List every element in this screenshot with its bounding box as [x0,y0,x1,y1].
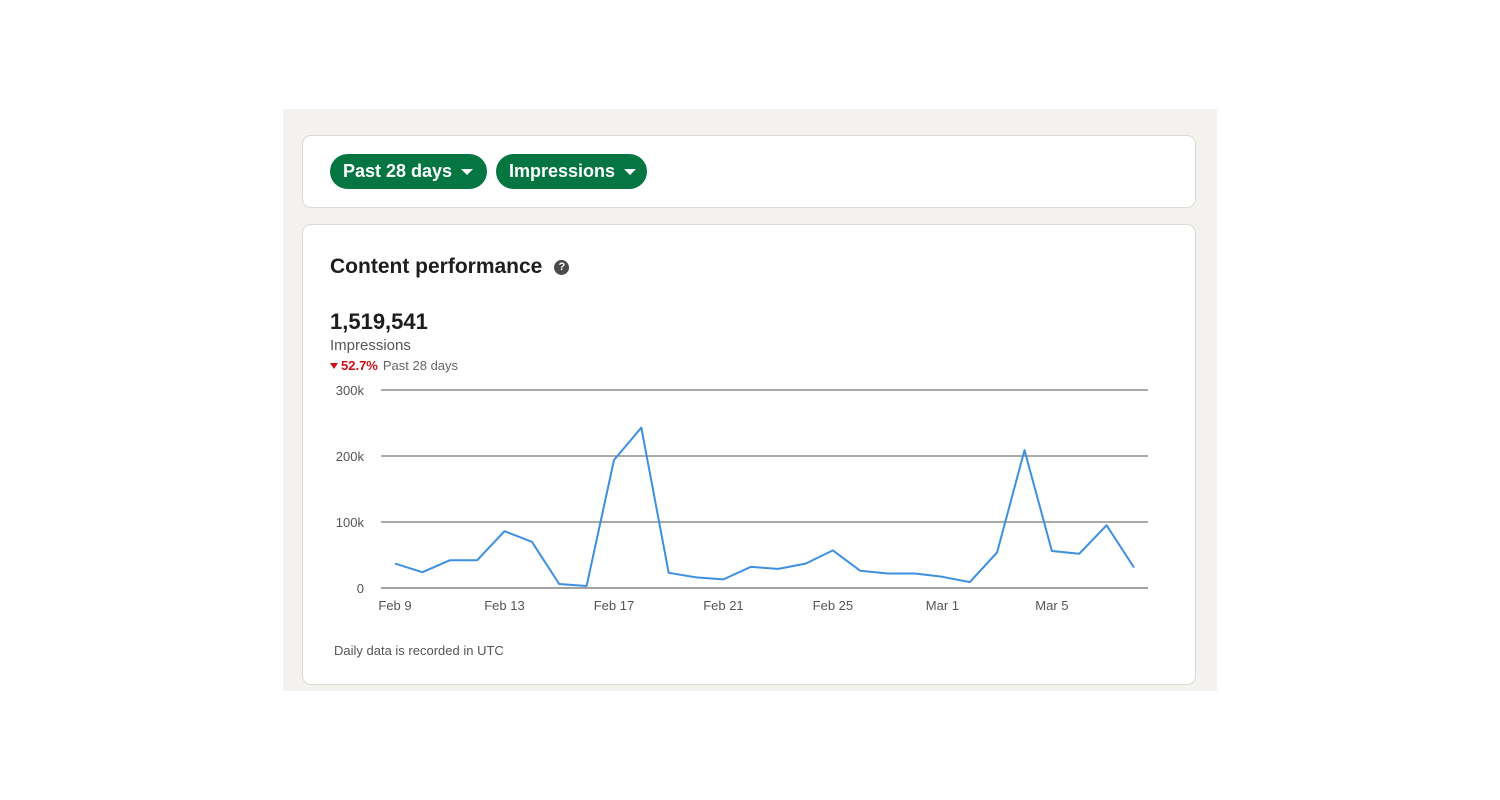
x-tick-label: Feb 9 [378,598,411,613]
metric-dropdown-label: Impressions [509,161,616,181]
analytics-panel: Past 28 days Impressions Content perform… [283,109,1217,691]
change-period: Past 28 days [382,358,459,373]
impressions-series-line [394,426,1135,587]
y-tick-label: 0 [357,581,364,596]
date-range-dropdown[interactable]: Past 28 days [330,154,487,189]
caret-down-icon [624,168,637,175]
total-impressions-value: 1,519,541 [330,309,428,334]
question-circle-icon[interactable]: ? [554,259,570,275]
impressions-line-chart: 0 100k 200k 300k Feb 9 Feb 13 Feb 17 Feb 21 Feb … [336,383,1148,613]
metric-dropdown[interactable]: Impressions [496,154,647,189]
change-indicator: 52.7% Past 28 days [330,358,458,373]
card-header: Content performance ? [330,255,570,279]
card-title: Content performance [330,255,543,278]
y-tick-label: 200k [336,449,365,464]
date-range-label: Past 28 days [343,161,453,181]
filter-bar: Past 28 days Impressions [302,135,1196,208]
total-metric-label: Impressions [330,337,411,354]
utc-footnote: Daily data is recorded in UTC [334,643,504,658]
y-tick-label: 300k [336,383,365,398]
triangle-down-icon [330,362,338,369]
caret-down-icon [461,168,474,175]
change-percent: 52.7% [341,358,378,373]
x-tick-label: Mar 1 [926,598,959,613]
x-tick-label: Feb 25 [813,598,853,613]
content-performance-card: Content performance ? 1,519,541 Impressi… [302,224,1196,685]
x-tick-label: Feb 13 [484,598,524,613]
x-tick-label: Mar 5 [1035,598,1068,613]
y-tick-label: 100k [336,515,365,530]
x-tick-label: Feb 17 [594,598,634,613]
x-tick-label: Feb 21 [703,598,743,613]
